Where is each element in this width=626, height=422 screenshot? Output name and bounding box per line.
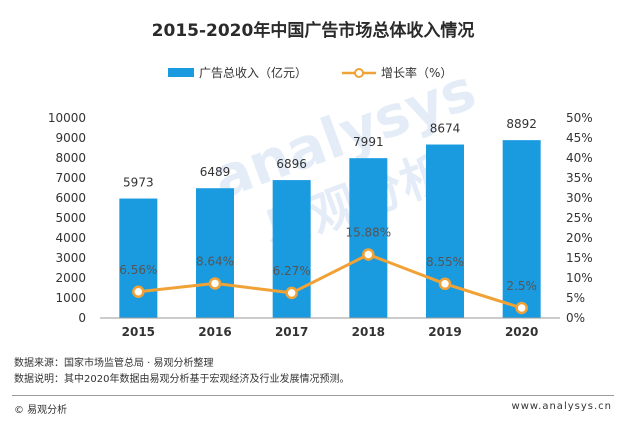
legend-line-label: 增长率（%）: [381, 65, 452, 80]
copyright: © 易观分析: [14, 405, 68, 416]
growth-value-label: 6.27%: [273, 264, 311, 278]
legend: 广告总收入（亿元） 增长率（%）: [168, 65, 452, 80]
website: www.analysys.cn: [511, 401, 612, 412]
growth-point: [208, 277, 222, 290]
bar: [502, 140, 541, 318]
left-tick-label: 10000: [48, 111, 86, 125]
right-tick-label: 30%: [566, 191, 593, 205]
right-tick-label: 40%: [566, 151, 593, 165]
left-tick-label: 1000: [55, 291, 86, 305]
legend-bar-swatch: [168, 68, 194, 77]
footer-divider: [12, 395, 614, 396]
growth-value-label: 15.88%: [345, 225, 391, 239]
category-label: 2017: [275, 325, 308, 339]
bar: [196, 188, 234, 318]
right-tick-label: 20%: [566, 231, 593, 245]
left-tick-label: 3000: [55, 251, 86, 265]
bar-labels: 5973 6489 6896 7991 8674 8892: [123, 117, 537, 189]
bar: [426, 144, 464, 318]
left-tick-label: 0: [78, 311, 86, 325]
combo-chart: analysys 易观分析 2015-2020年中国广告市场总体收入情况 广告总…: [48, 20, 593, 339]
right-tick-label: 0%: [566, 311, 585, 325]
right-axis: 0% 5% 10% 15% 20% 25% 30% 35% 40% 45% 50%: [566, 111, 593, 325]
category-label: 2020: [505, 325, 538, 339]
growth-value-label: 8.55%: [426, 255, 464, 269]
bar-value-label: 8892: [506, 117, 537, 131]
bar-value-label: 5973: [123, 176, 154, 190]
growth-points: [132, 248, 528, 315]
growth-labels: 6.56% 8.64% 6.27% 15.88% 8.55% 2.5%: [119, 225, 537, 293]
category-label: 2019: [428, 325, 461, 339]
left-tick-label: 7000: [55, 171, 86, 185]
growth-line: [138, 252, 523, 310]
category-label: 2015: [122, 325, 155, 339]
category-label: 2016: [198, 325, 231, 339]
right-tick-label: 45%: [566, 131, 593, 145]
data-source: 数据来源：国家市场监管总局 · 易观分析整理: [14, 358, 214, 369]
growth-point: [362, 248, 375, 261]
right-tick-label: 5%: [566, 291, 585, 305]
data-note: 数据说明：其中2020年数据由易观分析基于宏观经济及行业发展情况预测。: [14, 374, 350, 385]
left-tick-label: 4000: [55, 231, 86, 245]
growth-point: [132, 285, 145, 299]
left-tick-label: 5000: [55, 211, 86, 225]
growth-value-label: 8.64%: [196, 254, 234, 268]
bar: [349, 158, 388, 318]
growth-point: [438, 277, 452, 291]
growth-point: [285, 286, 298, 300]
right-tick-label: 25%: [566, 211, 593, 225]
left-axis: 0 1000 2000 3000 4000 5000 6000 7000 8000 9000 100…: [48, 111, 86, 325]
left-tick-label: 2000: [55, 271, 86, 285]
x-axis-labels: 2015 2016 2017 2018 2019 2020: [122, 325, 539, 339]
bar-value-label: 7991: [353, 135, 384, 149]
left-tick-label: 8000: [55, 151, 86, 165]
left-tick-label: 6000: [55, 191, 86, 205]
growth-value-label: 2.5%: [506, 279, 537, 293]
bar-value-label: 8674: [430, 122, 461, 136]
right-tick-label: 50%: [566, 111, 593, 125]
chart-title: 2015-2020年中国广告市场总体收入情况: [152, 20, 475, 41]
bar-value-label: 6489: [200, 165, 231, 179]
left-tick-label: 9000: [55, 131, 86, 145]
right-tick-label: 15%: [566, 251, 593, 265]
legend-bar-label: 广告总收入（亿元）: [199, 65, 307, 80]
bar-value-label: 6896: [276, 157, 307, 171]
bar: [119, 198, 158, 318]
growth-value-label: 6.56%: [119, 263, 157, 277]
right-tick-label: 10%: [566, 271, 593, 285]
growth-point: [515, 301, 528, 315]
category-label: 2018: [352, 325, 385, 339]
right-tick-label: 35%: [566, 171, 593, 185]
legend-line-marker: [354, 68, 364, 78]
